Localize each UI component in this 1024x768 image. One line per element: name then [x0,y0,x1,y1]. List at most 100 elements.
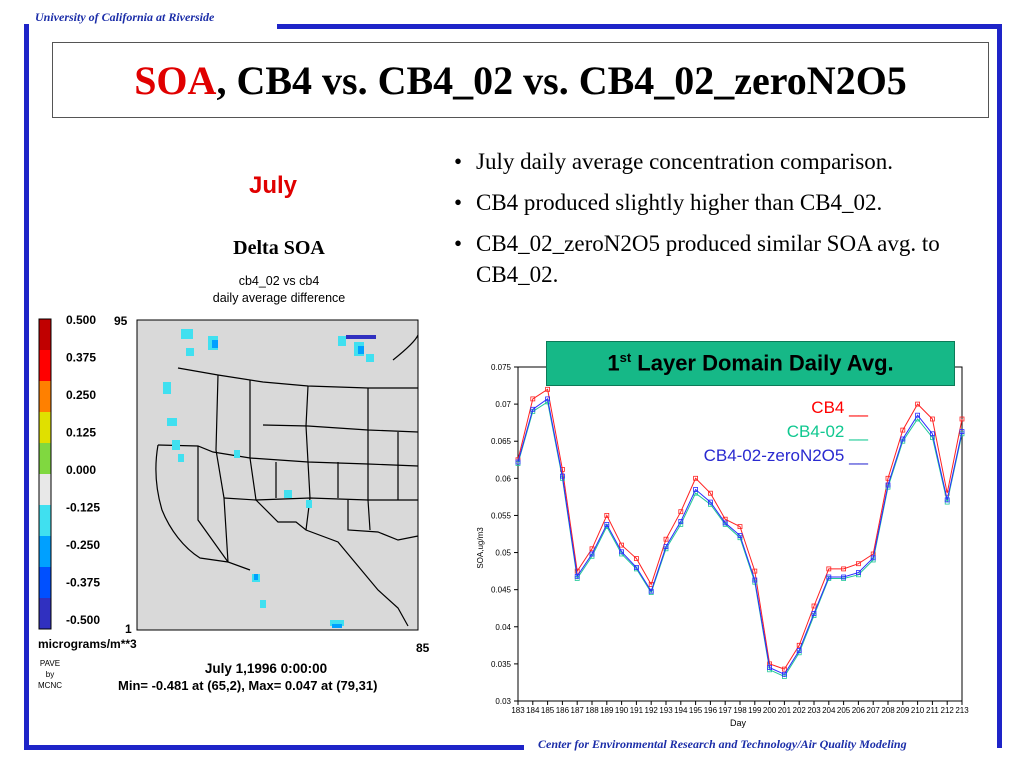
series-cb4-02-zeron2o5-line [517,398,963,675]
chart-title-box: 1st Layer Domain Daily Avg. [546,341,955,386]
series-cb4-02-zeron2o5-point [722,520,728,526]
colorbar-label: 0.000 [66,463,96,477]
series-cb4-02-zeron2o5-point [604,521,610,527]
colorbar-label: 0.125 [66,426,96,440]
x-tick-label: 183 [511,706,525,715]
x-tick-label: 201 [778,706,792,715]
x-tick-label: 193 [659,706,673,715]
x-tick-label: 191 [630,706,644,715]
bullet-text: CB4 produced slightly higher than CB4_02… [476,190,883,215]
x-tick-label: 206 [852,706,866,715]
x-tick-label: 184 [526,706,540,715]
series-cb4-point [929,416,935,422]
soa-line-chart: SOA,ug/m3 Day 0.03 0.035 0.04 0.045 0.05 0.05… [476,363,969,728]
x-tick-label: 189 [600,706,614,715]
y-tick-label: 0.035 [491,660,512,669]
series-cb4-02-zeron2o5-point [796,648,802,653]
series-cb4-point [855,561,861,567]
series-cb4-point [959,416,965,422]
x-tick-label: 197 [719,706,733,715]
series-cb4-point [915,401,921,407]
legend-zero: CB4-02-zeroN2O5 __ [703,446,868,465]
map-units: micrograms/m**3 [38,637,137,651]
colorbar-segment [39,598,51,630]
series-cb4-point [545,386,550,392]
colorbar-segment [39,381,51,413]
bullet-item: • July daily average concentration compar… [454,149,894,174]
series-cb4-02-zeron2o5-point [811,610,817,616]
x-tick-label: 199 [748,706,762,715]
series-cb4-point [678,509,684,515]
legend-cb4: CB4 __ [811,398,868,417]
series-cb4-point [752,568,758,574]
colorbar [38,318,52,630]
chart-title: 1st Layer Domain Daily Avg. [607,350,894,376]
x-tick-label: 203 [807,706,821,715]
series-cb4-02-zeron2o5-point [619,549,625,555]
y-tick-label: 0.045 [491,586,512,595]
series-cb4-02-zeron2o5-point [855,570,861,576]
map-state-borders [155,334,419,627]
x-tick-label: 212 [941,706,955,715]
header-org: University of California at Riverside [35,10,215,24]
pave-logo-line-1: PAVE [40,659,60,668]
y-tick-label: 0.07 [495,400,511,409]
colorbar-label: -0.250 [66,538,100,552]
chart-xlabel: Day [730,718,747,728]
series-cb4-02-zeron2o5-point [781,671,787,677]
map-subtitle-1: cb4_02 vs cb4 [239,274,320,288]
bullet-list: • July daily average concentration compar… [452,146,992,300]
series-cb4-02-zeron2o5-point [767,665,773,671]
x-tick-label: 209 [896,706,910,715]
colorbar-label: -0.375 [66,576,100,590]
colorbar-label: -0.500 [66,613,100,627]
series-cb4-02-zeron2o5-point [944,497,950,503]
series-cb4-point [737,524,743,530]
series-cb4-line [517,388,963,670]
y-tick-label: 0.04 [495,623,511,632]
series-cb4-02-zeron2o5-point [885,482,891,488]
series-cb4-02-zeron2o5-point [648,588,654,594]
footer-org: Center for Environmental Research and Te… [538,737,907,751]
x-tick-label: 204 [822,706,836,715]
title-accent: SOA [134,57,217,103]
frame-top-line [277,24,1001,29]
colorbar-label: 0.250 [66,388,96,402]
series-cb4-point [589,546,595,552]
series-cb4-02-zeron2o5-point [870,555,876,561]
x-tick-label: 194 [674,706,688,715]
series-cb4-02-zeron2o5-point [826,574,832,580]
colorbar-label: 0.375 [66,351,96,365]
colorbar-segment [39,505,51,537]
y-tick-label: 0.055 [491,511,512,520]
title-rest: , CB4 vs. CB4_02 vs. CB4_02_zeroN2O5 [216,57,907,103]
y-tick-label: 0.06 [495,474,511,483]
series-cb4-02-zeron2o5-point [574,573,580,579]
x-tick-label: 186 [556,706,570,715]
x-tick-label: 202 [793,706,807,715]
series-cb4-02-zeron2o5-point [530,406,536,412]
series-cb4-02-zeron2o5-point [707,499,713,505]
x-tick-label: 196 [704,706,718,715]
map-panel [136,319,419,631]
x-tick-label: 188 [585,706,599,715]
y-tick-label: 0.065 [491,437,512,446]
series-cb4-point [633,556,639,561]
series-cb4-02-zeron2o5-point [633,564,639,570]
series-cb4-02-zeron2o5-point [560,473,565,479]
y-tick-label: 0.05 [495,549,511,558]
series-cb4-02-zeron2o5-point [737,533,743,538]
series-cb4-point [841,566,847,572]
x-tick-label: 192 [645,706,659,715]
pave-logo-line-2: by [46,670,54,679]
colorbar-labels: 0.500 0.375 0.250 0.125 0.000 -0.125 -0.250 -0.… [66,313,100,627]
bullet-text: July daily average concentration compari… [476,149,894,174]
colorbar-label: 0.500 [66,313,96,327]
series-cb4-02-zeron2o5-point [900,436,906,442]
map-subtitle-2: daily average difference [213,291,346,305]
series-cb4-point [619,542,625,548]
series-cb4-02-zeron2o5-point [915,412,921,418]
title-box: SOA, CB4 vs. CB4_02 vs. CB4_02_zeroN2O5 [52,42,989,118]
x-tick-label: 210 [911,706,925,715]
slide-title: SOA, CB4 vs. CB4_02 vs. CB4_02_zeroN2O5 [134,57,907,104]
